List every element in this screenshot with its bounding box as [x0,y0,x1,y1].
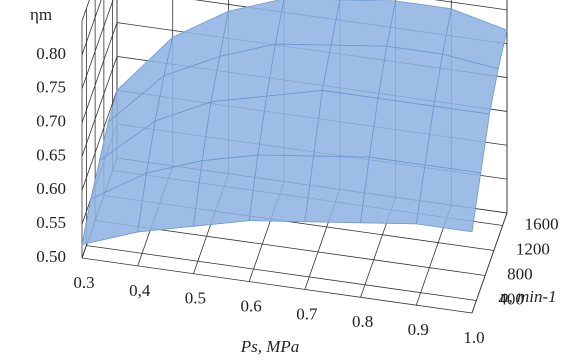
surface-patch [248,154,315,223]
surface-patch [424,105,490,174]
surface-patch [330,0,397,47]
surface-patch [266,43,332,97]
x-tick-label: 0.5 [185,289,206,308]
z-tick-label: 0.75 [36,78,66,97]
surface-patch [257,90,323,157]
x-tick-label: 0.3 [73,273,94,292]
x-tick-label: 0,4 [129,281,151,300]
grid-line [81,90,118,191]
grid-line [81,56,118,157]
z-axis-label: ηm [30,5,52,24]
z-tick-label: 0.60 [36,179,66,198]
x-tick-label: 0.7 [296,304,318,323]
z-tick-label: 0.70 [36,111,66,130]
grid-line [471,212,508,314]
surface-patch [415,164,482,233]
surface-patch [274,0,341,46]
x-tick-label: 0.6 [241,296,262,315]
y-tick-label: 1600 [525,214,559,233]
z-tick-label: 0.50 [36,247,66,266]
box-edge [81,0,90,22]
y-axis-label: n, min-1 [500,287,557,306]
surface-patch [368,97,435,166]
grid-line [81,0,114,89]
surface-patch [321,44,388,99]
surface-patch [386,0,452,55]
x-tick-label: 0.9 [408,320,429,339]
x-tick-label: 1.0 [463,328,484,347]
grid-line [86,245,477,301]
surface-patch [313,90,379,158]
x-tick-label: 0.8 [352,312,373,331]
surface-patch [360,156,426,225]
box-edge [81,257,473,314]
z-tick-label: 0.80 [36,44,66,63]
y-tick-label: 400 [498,289,524,308]
surface-patch [192,154,259,227]
surface-patch [304,155,370,224]
z-tick-label: 0.65 [36,145,66,164]
x-axis-label: Ps, MPa [240,337,300,356]
y-tick-label: 1200 [516,239,550,258]
grid-line [81,22,118,123]
grid-line [434,0,508,11]
y-tick-label: 800 [507,264,533,283]
surface-patch [377,45,443,107]
z-tick-label: 0.55 [36,213,66,232]
grid-line [81,0,102,55]
surface-patch [201,95,268,162]
